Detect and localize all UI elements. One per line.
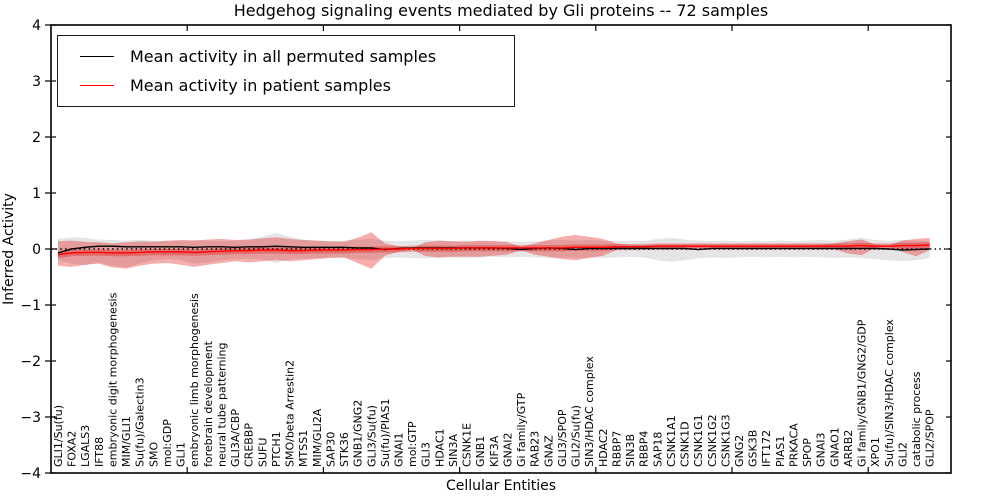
x-category-label: Su(fu)/SIN3/HDAC complex [883,319,896,467]
x-category-label: SAP30 [324,432,337,467]
y-axis-label: Inferred Activity [1,193,17,305]
x-category-label: MIM/GLI1 [120,416,133,467]
x-category-label: SMO [147,442,160,467]
x-category-label: GNAZ [542,435,555,467]
x-category-label: GNAO1 [828,427,841,467]
x-category-label: SPOP [801,438,814,467]
patient-mean-line [57,244,930,256]
x-category-label: GSK3B [747,430,760,467]
y-tick-label: −4 [20,466,41,482]
y-tick-label: −3 [20,410,41,426]
x-category-label: STK36 [338,432,351,467]
x-category-label: mol:GDP [161,419,174,467]
y-tick-label: −1 [20,298,41,314]
x-category-label: RBBP4 [638,431,651,467]
x-category-label: ARRB2 [842,430,855,467]
permuted-range-band [58,232,930,268]
x-category-label: CSNK1A1 [665,415,678,467]
x-axis-label: Cellular Entities [445,478,557,494]
legend-entry-permuted: Mean activity in all permuted samples [68,42,504,71]
x-category-label: GLI3 [420,442,433,467]
x-category-label: PIAS1 [774,436,787,467]
x-category-label: CSNK1G1 [692,414,705,467]
x-category-label: SMO/beta Arrestin2 [284,360,297,467]
legend: Mean activity in all permuted samples Me… [57,35,515,107]
x-category-label: Gi family/GTP [515,392,528,467]
x-category-label: GLI1/Su(fu) [52,405,65,467]
x-category-label: GNAI1 [393,432,406,467]
x-category-label: SIN3/HDAC complex [583,356,596,467]
x-category-label: forebrain development [202,340,215,467]
legend-label: Mean activity in all permuted samples [130,47,437,66]
x-category-label: SIN3A [447,434,460,467]
legend-label: Mean activity in patient samples [130,76,391,95]
y-tick-label: −2 [20,354,41,370]
x-category-label: XPO1 [869,437,882,467]
x-category-label: PRKACA [787,423,800,467]
x-category-label: GLI1 [175,442,188,467]
permuted-line-sample [80,56,114,57]
x-category-label: Su(fu)/Galectin3 [134,377,147,467]
x-category-label: MIM/GLI2A [311,408,324,467]
chart-title: Hedgehog signaling events mediated by Gl… [233,1,769,20]
y-tick-label: 4 [32,18,41,34]
plot-frame [50,24,952,474]
x-category-label: CSNK1G3 [719,414,732,467]
x-category-label: Gi family/GNB1/GNG2/GDP [856,319,869,467]
x-category-label: GLI3/SPOP [556,409,569,467]
y-tick-label: 1 [32,186,41,202]
x-category-label: CSNK1D [679,421,692,467]
x-category-label: IFT88 [93,437,106,467]
x-category-label: PTCH1 [270,431,283,467]
x-category-label: GLI2 [896,442,909,467]
x-category-label: GNG2 [733,435,746,467]
x-category-label: SAP18 [651,432,664,467]
x-category-label: neural tube patterning [215,343,228,468]
x-category-label: RAB23 [529,431,542,467]
x-category-label: IFT172 [760,430,773,467]
x-category-label: mol:GTP [406,421,419,467]
x-category-label: GLI3A/CBP [229,409,242,467]
x-category-label: KIF3A [488,435,501,467]
x-category-label: RBBP7 [610,431,623,467]
x-category-label: Su(fu)/PIAS1 [379,399,392,467]
x-category-label: embryonic limb morphogenesis [188,293,201,467]
y-tick-label: 3 [32,74,41,90]
x-category-label: SUFU [256,438,269,467]
x-category-label: GNAI3 [815,432,828,467]
x-category-label: HDAC1 [433,428,446,467]
x-category-label: LGALS3 [79,425,92,467]
x-category-label: FOXA2 [66,431,79,467]
x-category-label: catabolic process [910,371,923,467]
x-category-label: GLI2/Su(fu) [570,405,583,467]
x-category-label: embryonic digit morphogenesis [106,292,119,467]
x-category-label: CREBBP [243,423,256,467]
y-tick-label: 0 [32,242,41,258]
patient-range-outer-band [58,232,930,269]
x-category-label: GLI2/SPOP [924,409,937,467]
x-category-label: CSNK1G2 [706,414,719,467]
x-category-label: SIN3B [624,434,637,467]
y-tick-label: 2 [32,130,41,146]
x-category-label: GLI3/Su(fu) [365,405,378,467]
legend-entry-patient: Mean activity in patient samples [68,71,504,100]
x-category-label: MTSS1 [297,430,310,467]
x-category-label: HDAC2 [597,428,610,467]
x-category-label: GNAI2 [501,432,514,467]
x-category-label: CSNK1E [461,423,474,467]
x-category-label: GNB1 [474,436,487,467]
x-category-label: GNB1/GNG2 [352,400,365,467]
patient-line-sample [80,85,114,86]
